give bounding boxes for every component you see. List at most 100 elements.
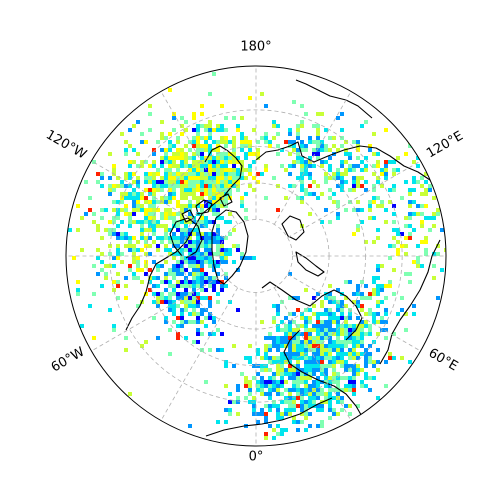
data-pixel: [144, 244, 148, 248]
data-pixel: [356, 372, 360, 376]
data-pixel: [304, 144, 308, 148]
data-pixel: [372, 276, 376, 280]
data-pixel: [116, 256, 120, 260]
data-pixel: [228, 168, 232, 172]
data-pixel: [392, 212, 396, 216]
data-pixel: [316, 156, 320, 160]
data-pixel: [372, 316, 376, 320]
data-pixel: [364, 296, 368, 300]
data-pixel: [248, 400, 252, 404]
data-pixel: [204, 248, 208, 252]
data-pixel: [100, 208, 104, 212]
data-pixel: [324, 176, 328, 180]
data-pixel: [344, 332, 348, 336]
data-pixel: [244, 396, 248, 400]
data-pixel: [204, 172, 208, 176]
data-pixel: [124, 212, 128, 216]
data-pixel: [104, 276, 108, 280]
data-pixel: [424, 192, 428, 196]
data-pixel: [132, 192, 136, 196]
data-pixel: [300, 104, 304, 108]
data-pixel: [192, 340, 196, 344]
data-pixel: [300, 368, 304, 372]
data-pixel: [336, 212, 340, 216]
data-pixel: [148, 244, 152, 248]
data-pixel: [216, 172, 220, 176]
meridian-120: [287, 160, 421, 239]
data-pixel: [368, 204, 372, 208]
data-pixel: [336, 344, 340, 348]
data-pixel: [204, 144, 208, 148]
data-pixel: [96, 248, 100, 252]
data-pixel: [172, 300, 176, 304]
data-pixel: [188, 204, 192, 208]
data-pixel: [292, 148, 296, 152]
data-pixel: [168, 188, 172, 192]
data-pixel: [340, 400, 344, 404]
data-pixel: [232, 344, 236, 348]
data-pixel: [184, 284, 188, 288]
data-pixel: [192, 156, 196, 160]
data-pixel: [176, 296, 180, 300]
data-pixel: [416, 204, 420, 208]
data-pixel: [176, 176, 180, 180]
data-pixel: [336, 148, 340, 152]
data-pixel: [276, 368, 280, 372]
data-pixel: [348, 188, 352, 192]
data-pixel: [312, 396, 316, 400]
data-pixel: [180, 124, 184, 128]
data-pixel: [316, 396, 320, 400]
data-pixel: [352, 292, 356, 296]
data-pixel: [340, 332, 344, 336]
data-pixel: [228, 180, 232, 184]
data-pixel: [348, 336, 352, 340]
data-pixel: [240, 168, 244, 172]
data-pixel: [232, 184, 236, 188]
data-pixel: [348, 412, 352, 416]
data-pixel: [164, 276, 168, 280]
data-pixel: [336, 324, 340, 328]
data-pixel: [316, 316, 320, 320]
data-pixel: [208, 184, 212, 188]
data-pixel: [168, 88, 172, 92]
data-pixel: [172, 268, 176, 272]
data-pixel: [288, 360, 292, 364]
data-pixel: [376, 368, 380, 372]
data-pixel: [356, 224, 360, 228]
data-pixel: [364, 372, 368, 376]
data-pixel: [212, 200, 216, 204]
data-pixel: [320, 372, 324, 376]
data-pixel: [212, 220, 216, 224]
data-pixel: [328, 408, 332, 412]
data-pixel: [332, 144, 336, 148]
data-pixel: [212, 184, 216, 188]
data-pixel: [96, 228, 100, 232]
data-pixel: [412, 160, 416, 164]
data-pixel: [204, 148, 208, 152]
data-pixel: [136, 276, 140, 280]
data-pixel: [116, 284, 120, 288]
data-pixel: [124, 152, 128, 156]
data-pixel: [244, 156, 248, 160]
data-pixel: [296, 344, 300, 348]
data-pixel: [196, 296, 200, 300]
data-pixel: [384, 312, 388, 316]
data-pixel: [296, 372, 300, 376]
data-pixel: [128, 220, 132, 224]
data-pixel: [340, 396, 344, 400]
data-pixel: [272, 384, 276, 388]
data-pixel: [404, 216, 408, 220]
data-pixel: [368, 344, 372, 348]
data-pixel: [168, 300, 172, 304]
data-pixel: [204, 176, 208, 180]
data-pixel: [284, 412, 288, 416]
data-pixel: [312, 164, 316, 168]
data-pixel: [304, 400, 308, 404]
data-pixel: [328, 168, 332, 172]
data-pixel: [116, 236, 120, 240]
data-pixel: [164, 180, 168, 184]
data-pixel: [360, 328, 364, 332]
data-pixel: [292, 420, 296, 424]
data-pixel: [272, 320, 276, 324]
data-pixel: [284, 360, 288, 364]
